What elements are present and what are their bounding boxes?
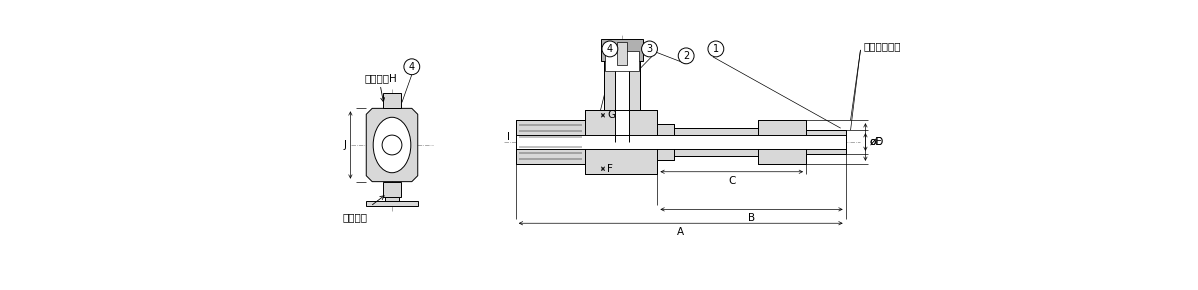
- Ellipse shape: [374, 117, 411, 173]
- Bar: [617, 42, 627, 65]
- Bar: [605, 51, 639, 71]
- Bar: [385, 197, 399, 202]
- Text: A: A: [677, 227, 684, 237]
- Text: C: C: [728, 176, 736, 186]
- Bar: [806, 130, 846, 154]
- Text: 1: 1: [713, 44, 719, 54]
- Text: 適用チューブ: 適用チューブ: [864, 41, 901, 51]
- Polygon shape: [367, 108, 418, 182]
- Bar: [601, 39, 642, 61]
- Text: J: J: [344, 140, 346, 150]
- Text: 3: 3: [647, 44, 653, 54]
- Circle shape: [678, 48, 694, 64]
- Circle shape: [382, 135, 401, 155]
- Text: 接続ねじ: 接続ねじ: [343, 212, 368, 222]
- Bar: [383, 182, 401, 197]
- Text: G: G: [607, 110, 615, 120]
- Bar: [516, 135, 846, 149]
- Bar: [367, 202, 418, 206]
- Text: øD: øD: [870, 137, 884, 147]
- Bar: [674, 128, 758, 156]
- Text: B: B: [748, 213, 755, 223]
- Circle shape: [642, 41, 658, 57]
- Circle shape: [708, 41, 724, 57]
- Text: I: I: [507, 132, 510, 142]
- Bar: [758, 120, 806, 164]
- Circle shape: [404, 59, 419, 75]
- Text: F: F: [607, 164, 613, 174]
- Bar: [658, 124, 674, 160]
- Bar: [585, 110, 658, 174]
- Text: 4: 4: [409, 62, 415, 72]
- Circle shape: [601, 41, 618, 57]
- Bar: [383, 93, 401, 108]
- Bar: [615, 61, 629, 142]
- Text: 2: 2: [683, 51, 689, 61]
- Text: øE: øE: [870, 137, 882, 147]
- Bar: [604, 61, 640, 110]
- Bar: [516, 120, 585, 164]
- Text: 4: 4: [607, 44, 613, 54]
- Text: 六觓対连H: 六觓対连H: [364, 74, 397, 84]
